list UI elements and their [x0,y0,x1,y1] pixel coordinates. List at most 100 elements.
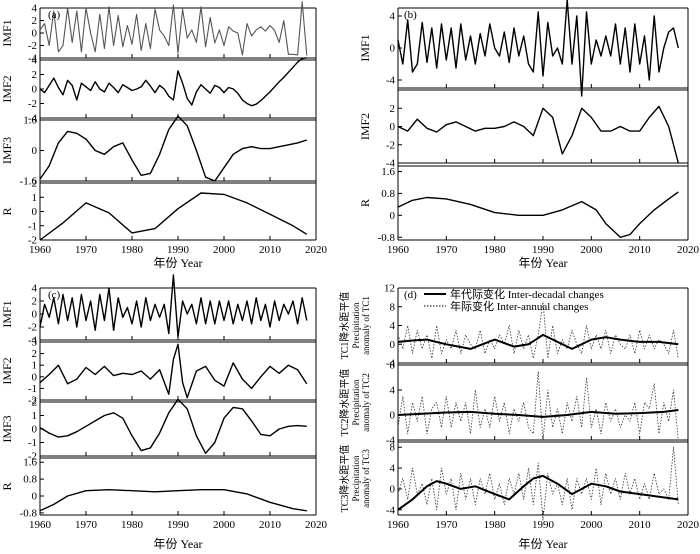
y-tick-label: -1.6 [20,176,38,188]
y-axis-label: IMF1 [0,19,14,46]
series-line--inter-annual-changes [397,370,679,441]
y-axis-label: R [0,482,14,490]
y-axis-label: IMF3 [0,137,14,164]
x-tick-label: 1980 [121,244,144,256]
series-line-imf1 [39,1,308,56]
chart-2-panel-label: (b) [404,9,417,21]
x-tick-label: 2000 [213,244,236,256]
chart-1-group: -4 -2 0 2 4 IMF1 -4 -2 0 2 4 IMF2 -1.6 0 1.6 IMF3 -2 -1 0 1… [0,1,328,270]
y-tick-label: 2 [32,178,38,190]
y-tick-label: -4 [386,358,396,370]
y-tick-label: 0 [32,206,38,218]
y-tick-label: -4 [28,335,38,347]
x-tick-label: 1990 [532,519,555,531]
chart-3-subplot-4: -0.8 0 0.8 1.6 R 1960 1970 1980 1990 2000 2010 2020 [0,457,328,531]
y-tick-label: -1 [28,383,37,395]
y-axis-label-en-2: anomaly of TC1 [361,296,371,355]
y-tick-label: 8 [390,360,396,372]
y-tick-label: 0 [32,145,38,157]
chart-3-group: -4-2024IMF1-2-10123IMF2-2-1012IMF3-0.800… [0,274,328,551]
y-axis-label: IMF1 [358,34,372,61]
y-tick-label: -1 [28,220,37,232]
y-tick-label: -4 [386,435,396,447]
y-tick-label: -2 [28,98,37,110]
x-tick-label: 1980 [484,519,507,531]
series-line-imf1 [397,0,679,97]
x-tick-label: 1970 [75,519,98,531]
y-axis-label: IMF2 [0,75,14,102]
y-tick-label: 0 [390,43,396,55]
y-axis-label-en-1: Precipitation [351,302,361,348]
x-tick-label: 1970 [75,244,98,256]
y-tick-label: -2 [28,235,37,247]
y-tick-label: 2 [32,348,38,360]
series-line-imf3 [39,398,307,454]
y-axis-label: R [358,199,372,207]
series-line-r [39,192,308,241]
y-tick-label: 8 [390,442,396,454]
y-tick-label: -4 [386,504,396,516]
chart-1-subplot-2: -4 -2 0 2 4 IMF2 [0,55,317,125]
y-tick-label: -0.8 [20,507,38,519]
y-tick-label: 0 [32,491,38,503]
chart-2-x-axis-title: 年份 Year [518,256,567,270]
y-axis-label: IMF2 [0,357,14,384]
y-tick-label: 4 [32,3,38,15]
series-line--inter-decadal-changes [397,409,679,418]
x-tick-label: 2020 [305,244,328,256]
y-tick-label: -2 [28,322,37,334]
chart-4-subplot-2: -4 0 4 8 TC2降水距平值 Precipitation anomaly of TC2 [338,360,689,447]
y-tick-label: 4 [390,463,396,475]
x-tick-label: 1960 [29,244,52,256]
y-tick-label: 4 [390,320,396,332]
y-tick-label: 4 [390,385,396,397]
chart-1-panel-label: (a) [48,9,61,21]
y-tick-label: 2 [32,69,38,81]
y-tick-label: 4 [32,283,38,295]
y-axis-label-en-1: Precipitation [351,379,361,425]
y-tick-label: -1 [28,437,37,449]
x-tick-label: 2010 [259,244,282,256]
x-tick-label: 1990 [167,244,190,256]
series-line--inter-decadal-changes [397,474,679,511]
y-axis-label: R [0,207,14,215]
series-line-r [39,489,307,512]
x-tick-label: 2020 [305,519,328,531]
chart-3-subplot-3: -2 -10 12 IMF3 [0,397,317,463]
y-tick-label: 1 [32,360,38,372]
y-tick-label: 1 [32,410,38,422]
y-tick-label: 0 [32,424,38,436]
y-tick-label: 1.6 [23,115,37,127]
y-tick-label: 2 [390,103,396,115]
y-axis-label: IMF1 [0,300,14,327]
y-tick-label: -2 [386,139,395,151]
y-tick-label: 0 [32,309,38,321]
y-tick-label: 0 [390,210,396,222]
y-tick-label: -4 [386,75,396,87]
y-axis-label: IMF3 [0,415,14,442]
y-tick-label: 1 [32,192,38,204]
y-tick-label: 4 [32,55,38,67]
legend-label: 年际变化 Inter-annual changes [450,299,588,313]
x-tick-label: 2020 [677,244,700,256]
chart-4-subplot-1: -4 0 4 8 12 TC1降水距平值 Precipitation anomaly of T… [338,283,689,370]
x-tick-label: 1960 [29,519,52,531]
x-tick-label: 1970 [435,519,458,531]
y-tick-label: -4 [28,113,38,125]
y-tick-label: -4 [28,53,38,65]
y-tick-label: 8 [390,301,396,313]
legend-label: 年代际变化 Inter-decadal changes [450,287,604,301]
y-tick-label: 2 [32,296,38,308]
series-line-r [397,191,679,239]
chart-2-group: -4 0 4 IMF1 -4 -2 0 2 IMF2 -0.8 0 0.8 1.6 R 1960 1970 19… [358,0,700,270]
y-axis-label-cn: TC1降水距平值 [338,292,351,360]
x-tick-label: 1980 [484,244,507,256]
y-tick-label: 0 [390,121,396,133]
y-tick-label: -2 [28,451,37,463]
x-tick-label: 1960 [387,244,410,256]
y-tick-label: 0 [32,84,38,96]
series-line--inter-decadal-changes [397,333,679,350]
